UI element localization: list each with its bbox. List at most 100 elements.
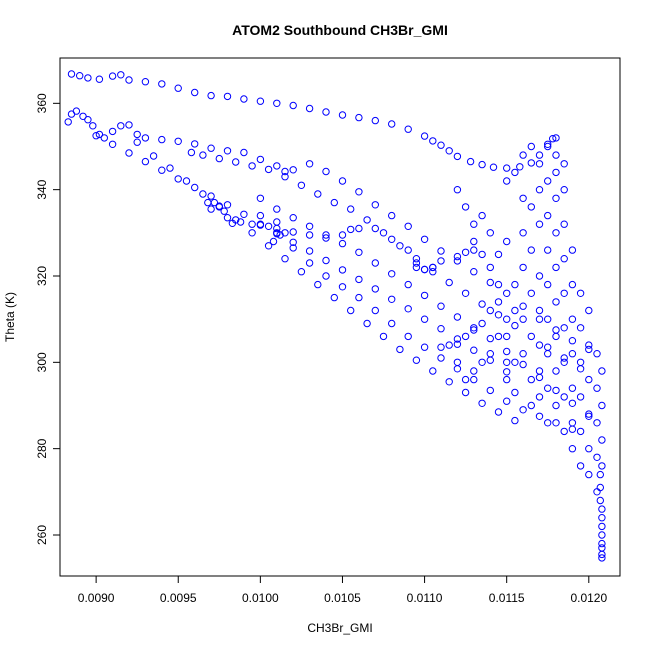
data-point (240, 95, 248, 103)
data-point (355, 275, 363, 284)
data-point (133, 138, 141, 146)
data-point (281, 229, 289, 237)
data-point (552, 332, 560, 341)
data-point (527, 142, 535, 151)
data-point (72, 107, 81, 115)
data-point (322, 272, 330, 280)
data-point (388, 319, 396, 328)
data-point (552, 419, 560, 427)
data-point (404, 246, 412, 254)
data-point (552, 401, 560, 410)
data-point (388, 295, 396, 303)
data-point (149, 152, 158, 160)
data-point (466, 157, 475, 166)
data-point (568, 350, 577, 358)
data-point (322, 234, 330, 242)
data-point (64, 118, 72, 126)
data-point (593, 488, 601, 496)
data-point (470, 346, 478, 354)
data-point (166, 164, 174, 172)
data-point (248, 229, 256, 237)
data-point (305, 247, 314, 255)
data-point (470, 220, 478, 228)
data-point (281, 167, 289, 176)
data-point (470, 375, 478, 384)
data-point (519, 263, 527, 272)
x-axis-label: CH3Br_GMI (307, 621, 372, 635)
data-point (363, 319, 371, 328)
data-point (388, 211, 396, 220)
data-point (305, 104, 314, 113)
data-point (388, 235, 396, 244)
y-tick-label: 340 (35, 179, 49, 199)
data-point (371, 201, 379, 209)
data-point (535, 412, 544, 420)
data-point (273, 229, 281, 237)
data-point (535, 220, 544, 228)
data-point (568, 246, 577, 254)
data-point (236, 218, 245, 226)
data-point (478, 250, 486, 259)
data-point (453, 257, 462, 265)
data-point (199, 151, 207, 159)
data-point (289, 244, 297, 252)
data-point (593, 419, 601, 427)
data-point (264, 222, 273, 231)
data-point (371, 224, 379, 233)
data-point (289, 166, 297, 174)
data-point (141, 134, 150, 142)
data-point (568, 445, 577, 453)
data-point (470, 268, 478, 276)
data-point (412, 255, 421, 263)
data-point (511, 168, 519, 177)
x-tick-label: 0.0105 (324, 591, 361, 605)
data-point (598, 531, 606, 539)
data-point (576, 393, 585, 401)
data-point (568, 315, 577, 323)
data-point (314, 190, 322, 198)
data-point (486, 229, 494, 237)
data-point (461, 248, 470, 257)
data-point (420, 291, 429, 300)
data-point (453, 335, 462, 343)
data-point (117, 71, 125, 79)
data-point (305, 222, 314, 231)
data-point (478, 319, 486, 328)
data-point (322, 108, 330, 116)
data-point (470, 237, 478, 246)
chart-title: ATOM2 Southbound CH3Br_GMI (232, 22, 448, 38)
data-point (560, 324, 568, 332)
data-point (100, 134, 109, 142)
data-point (264, 165, 273, 174)
data-point (544, 343, 552, 351)
data-point (305, 231, 314, 239)
data-point (527, 332, 535, 341)
data-point (453, 186, 462, 194)
data-point (519, 350, 527, 358)
data-point (511, 358, 519, 366)
data-point (576, 324, 585, 332)
data-point (297, 181, 306, 190)
data-point (273, 218, 281, 226)
data-point (84, 116, 92, 124)
data-point (207, 91, 215, 100)
data-point (187, 148, 196, 157)
data-point (297, 268, 306, 276)
data-point (596, 496, 604, 505)
data-point (220, 207, 228, 215)
data-point (89, 122, 97, 130)
data-point (322, 231, 330, 239)
data-point (585, 412, 593, 420)
data-point (527, 289, 535, 297)
data-point (598, 554, 606, 562)
data-point (273, 162, 281, 170)
data-point (371, 259, 379, 267)
data-point (585, 375, 593, 384)
data-point (527, 401, 535, 410)
data-point (503, 368, 511, 376)
data-point (264, 242, 273, 250)
x-tick-label: 0.0090 (78, 591, 115, 605)
data-point (478, 358, 486, 366)
data-point (338, 111, 347, 119)
